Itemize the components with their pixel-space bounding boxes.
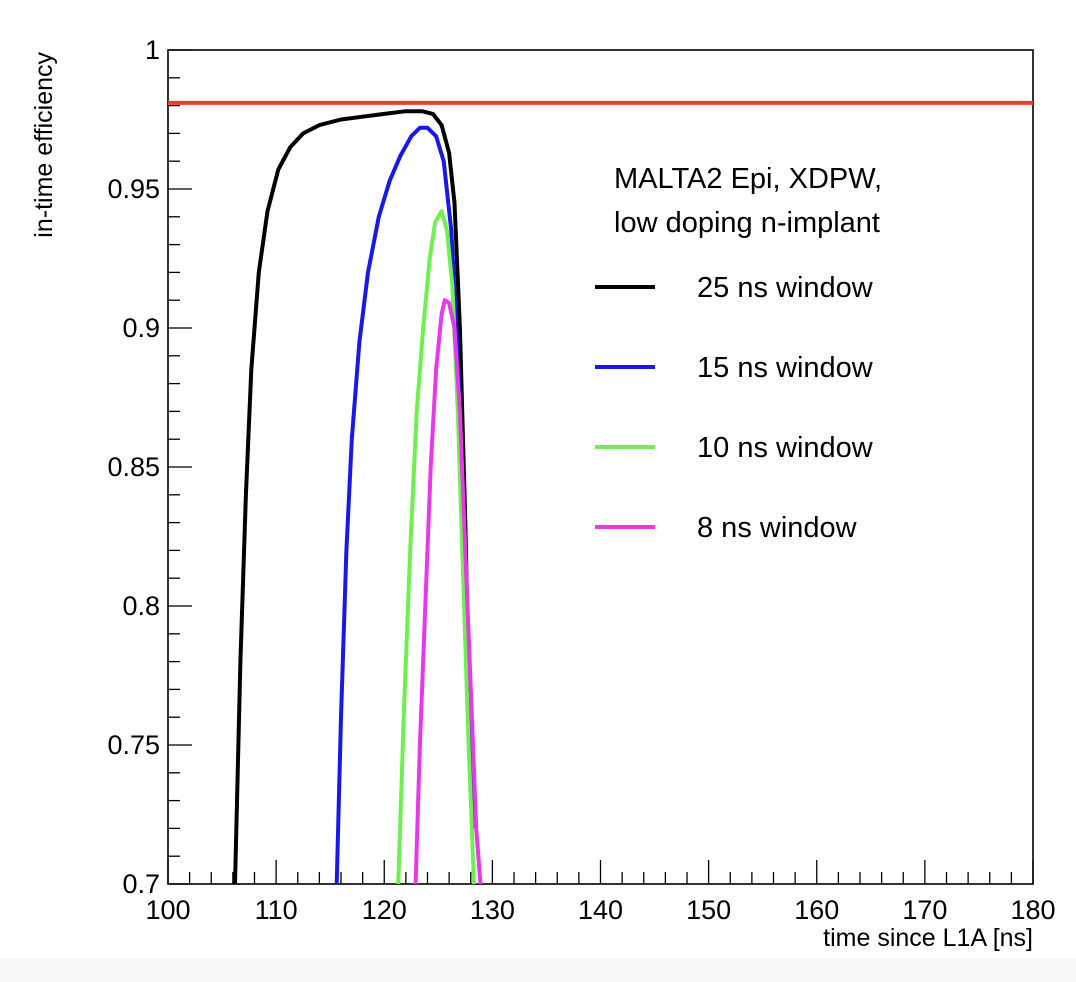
y-tick-label: 0.7 [122,869,160,899]
series-line-1 [334,125,475,884]
legend-header-line-2: low doping n-implant [614,207,880,239]
series-line-2 [396,209,476,884]
x-tick-label: 150 [686,895,731,925]
y-tick-label: 0.9 [122,313,160,343]
y-axis-ticks [168,49,192,885]
x-tick-label: 120 [362,895,407,925]
legend-label-3: 8 ns window [697,512,858,544]
x-axis-ticks [167,860,1034,884]
y-tick-label: 0.8 [122,591,160,621]
y-axis-tick-labels: 0.7 0.75 0.8 0.85 0.9 0.95 1 [107,35,160,899]
x-axis-title: time since L1A [ns] [823,924,1033,952]
series-line-3 [413,298,483,884]
legend-header-line-1: MALTA2 Epi, XDPW, [614,163,882,195]
y-axis-title: in-time efficiency [30,52,58,238]
legend-label-0: 25 ns window [697,272,874,304]
legend-entries: 25 ns window 15 ns window 10 ns window 8 ns… [595,272,874,544]
x-tick-label: 160 [794,895,839,925]
y-tick-label: 0.85 [107,452,160,482]
x-tick-label: 140 [578,895,623,925]
x-tick-label: 110 [255,895,298,925]
series-group [233,109,483,884]
x-tick-label: 130 [470,895,515,925]
legend-label-1: 15 ns window [697,352,874,384]
x-axis-tick-labels: 100 110 120 130 140 150 160 170 180 [145,895,1055,925]
y-tick-label: 0.75 [107,730,160,760]
x-tick-label: 180 [1010,895,1055,925]
x-tick-label: 170 [902,895,947,925]
plot-frame [167,49,1034,885]
series-line-0 [233,109,473,884]
legend-label-2: 10 ns window [697,432,874,464]
x-tick-label: 100 [145,895,190,925]
y-tick-label: 1 [145,35,160,65]
y-tick-label: 0.95 [107,174,160,204]
legend: MALTA2 Epi, XDPW, low doping n-implant 2… [595,163,882,544]
bottom-strip [0,958,1076,982]
